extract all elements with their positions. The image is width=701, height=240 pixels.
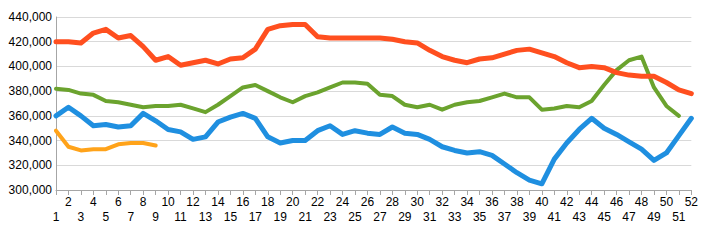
- svg-text:400,000: 400,000: [9, 59, 53, 73]
- svg-text:45: 45: [597, 210, 611, 224]
- svg-text:40: 40: [535, 195, 549, 209]
- svg-text:20: 20: [286, 195, 300, 209]
- svg-text:49: 49: [647, 210, 661, 224]
- svg-text:320,000: 320,000: [9, 158, 53, 172]
- svg-text:10: 10: [161, 195, 175, 209]
- svg-text:28: 28: [386, 195, 400, 209]
- svg-text:31: 31: [423, 210, 437, 224]
- svg-text:38: 38: [510, 195, 524, 209]
- svg-text:33: 33: [448, 210, 462, 224]
- svg-text:6: 6: [115, 195, 122, 209]
- svg-text:25: 25: [348, 210, 362, 224]
- svg-text:1: 1: [53, 210, 60, 224]
- svg-text:50: 50: [660, 195, 674, 209]
- svg-text:22: 22: [311, 195, 325, 209]
- svg-text:16: 16: [236, 195, 250, 209]
- svg-text:34: 34: [460, 195, 474, 209]
- svg-text:30: 30: [411, 195, 425, 209]
- svg-text:15: 15: [224, 210, 238, 224]
- svg-text:26: 26: [361, 195, 375, 209]
- svg-text:7: 7: [127, 210, 134, 224]
- svg-text:27: 27: [373, 210, 387, 224]
- svg-text:29: 29: [398, 210, 412, 224]
- svg-text:19: 19: [274, 210, 288, 224]
- svg-text:37: 37: [498, 210, 512, 224]
- svg-text:2: 2: [65, 195, 72, 209]
- svg-text:42: 42: [560, 195, 574, 209]
- svg-text:14: 14: [211, 195, 225, 209]
- svg-text:12: 12: [186, 195, 200, 209]
- svg-text:52: 52: [685, 195, 699, 209]
- svg-text:47: 47: [622, 210, 636, 224]
- svg-text:23: 23: [323, 210, 337, 224]
- svg-text:21: 21: [298, 210, 312, 224]
- svg-text:5: 5: [102, 210, 109, 224]
- svg-text:46: 46: [610, 195, 624, 209]
- svg-text:51: 51: [672, 210, 686, 224]
- svg-text:39: 39: [523, 210, 537, 224]
- svg-text:440,000: 440,000: [9, 10, 53, 24]
- svg-text:11: 11: [174, 210, 187, 224]
- svg-text:36: 36: [485, 195, 499, 209]
- svg-text:17: 17: [249, 210, 263, 224]
- svg-text:300,000: 300,000: [9, 183, 53, 197]
- svg-text:9: 9: [152, 210, 159, 224]
- svg-text:24: 24: [336, 195, 350, 209]
- svg-text:8: 8: [140, 195, 147, 209]
- svg-text:13: 13: [199, 210, 213, 224]
- svg-text:4: 4: [90, 195, 97, 209]
- svg-text:360,000: 360,000: [9, 109, 53, 123]
- svg-text:41: 41: [548, 210, 562, 224]
- svg-text:32: 32: [435, 195, 449, 209]
- svg-text:380,000: 380,000: [9, 84, 53, 98]
- svg-text:35: 35: [473, 210, 487, 224]
- svg-text:18: 18: [261, 195, 275, 209]
- svg-text:43: 43: [573, 210, 587, 224]
- svg-text:3: 3: [78, 210, 85, 224]
- svg-text:420,000: 420,000: [9, 35, 53, 49]
- svg-text:44: 44: [585, 195, 599, 209]
- svg-text:48: 48: [635, 195, 649, 209]
- svg-text:340,000: 340,000: [9, 134, 53, 148]
